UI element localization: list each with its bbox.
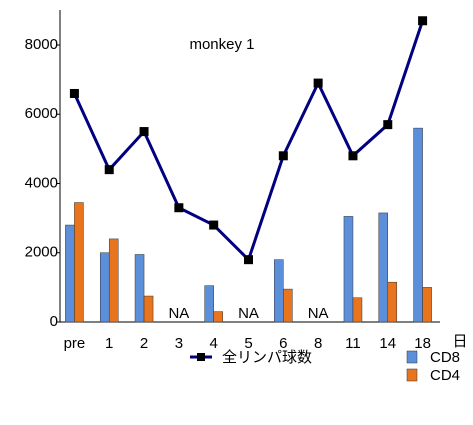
marker xyxy=(418,16,428,26)
legend-marker xyxy=(197,353,205,361)
bar xyxy=(99,252,110,323)
marker xyxy=(313,78,323,88)
legend-swatch xyxy=(406,368,418,382)
marker xyxy=(104,165,114,175)
y-tick-label: 2000 xyxy=(25,244,58,261)
bar xyxy=(274,259,284,323)
marker xyxy=(278,151,288,161)
x-tick-label: 11 xyxy=(345,335,361,352)
marker xyxy=(383,120,393,130)
legend-swatch xyxy=(406,350,418,364)
marker xyxy=(209,220,219,230)
y-tick-label: 0 xyxy=(50,313,58,330)
bar xyxy=(422,287,432,323)
y-tick-label: 8000 xyxy=(25,36,58,53)
annotation: NA xyxy=(238,305,259,322)
bar xyxy=(283,288,293,323)
bar xyxy=(204,285,214,323)
x-tick-label: 3 xyxy=(175,335,183,352)
x-tick-label: 18 xyxy=(414,335,431,352)
bar xyxy=(108,238,119,323)
x-axis-label: 日 xyxy=(452,333,467,350)
marker xyxy=(244,255,253,265)
x-tick-label: 6 xyxy=(279,335,287,352)
bar xyxy=(74,202,84,323)
bar xyxy=(343,216,354,323)
x-tick-label: 2 xyxy=(140,335,148,352)
marker xyxy=(174,203,184,213)
bar xyxy=(387,281,398,323)
x-tick-label: 14 xyxy=(379,335,396,352)
bar xyxy=(143,295,154,323)
x-tick-label: 1 xyxy=(105,335,113,352)
legend-label: CD4 xyxy=(430,367,460,384)
x-tick-label: 8 xyxy=(314,335,322,352)
marker xyxy=(348,151,358,161)
legend-label: 全リンパ球数 xyxy=(222,348,312,366)
line xyxy=(73,20,425,263)
x-tick-label: pre xyxy=(64,335,86,352)
bar xyxy=(378,212,389,323)
marker xyxy=(139,127,149,137)
bar xyxy=(134,254,145,323)
annotation: NA xyxy=(168,305,189,322)
annotation: monkey 1 xyxy=(189,36,254,53)
y-tick-label: 4000 xyxy=(25,174,58,191)
bar xyxy=(213,311,223,323)
annotation: NA xyxy=(308,305,329,322)
x-tick-label: 4 xyxy=(210,335,218,352)
y-tick-label: 6000 xyxy=(25,105,58,122)
marker xyxy=(69,88,79,98)
x-tick-label: 5 xyxy=(244,335,252,352)
legend-label: CD8 xyxy=(430,349,460,366)
bar xyxy=(413,127,423,323)
bar xyxy=(65,224,75,323)
bar xyxy=(352,297,363,323)
